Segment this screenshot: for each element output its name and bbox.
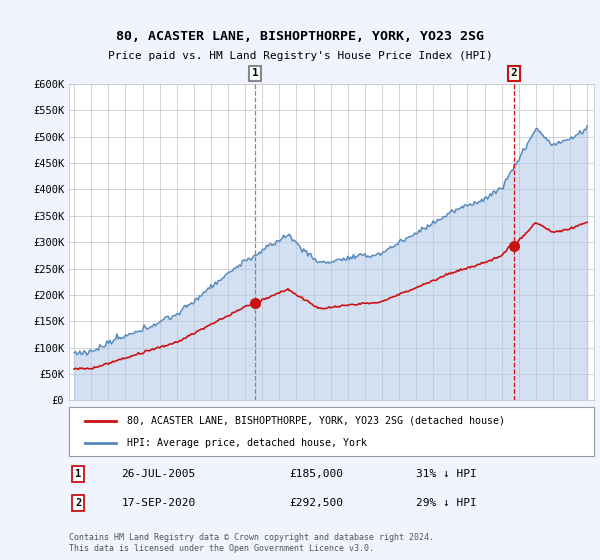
Text: 26-JUL-2005: 26-JUL-2005 <box>121 469 196 479</box>
Text: HPI: Average price, detached house, York: HPI: Average price, detached house, York <box>127 437 367 447</box>
Text: 31% ↓ HPI: 31% ↓ HPI <box>415 469 476 479</box>
Text: Contains HM Land Registry data © Crown copyright and database right 2024.
This d: Contains HM Land Registry data © Crown c… <box>69 534 434 553</box>
Text: 17-SEP-2020: 17-SEP-2020 <box>121 498 196 508</box>
Text: 80, ACASTER LANE, BISHOPTHORPE, YORK, YO23 2SG: 80, ACASTER LANE, BISHOPTHORPE, YORK, YO… <box>116 30 484 43</box>
Text: 80, ACASTER LANE, BISHOPTHORPE, YORK, YO23 2SG (detached house): 80, ACASTER LANE, BISHOPTHORPE, YORK, YO… <box>127 416 505 426</box>
Text: £292,500: £292,500 <box>290 498 343 508</box>
Text: £185,000: £185,000 <box>290 469 343 479</box>
Text: 1: 1 <box>251 68 258 78</box>
Text: 2: 2 <box>76 498 82 508</box>
Text: 29% ↓ HPI: 29% ↓ HPI <box>415 498 476 508</box>
Text: Price paid vs. HM Land Registry's House Price Index (HPI): Price paid vs. HM Land Registry's House … <box>107 51 493 61</box>
Text: 1: 1 <box>76 469 82 479</box>
Text: 2: 2 <box>511 68 517 78</box>
